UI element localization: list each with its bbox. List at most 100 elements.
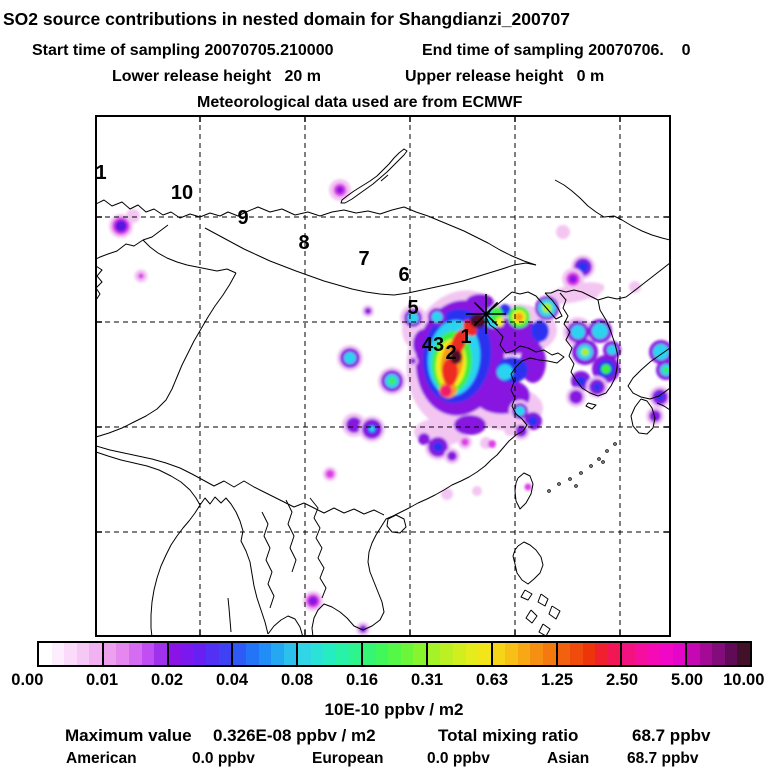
colorbar-segment: [492, 643, 558, 665]
colorbar-cell: [570, 643, 583, 665]
coastline-path: [245, 206, 537, 266]
colorbar-cell: [141, 643, 155, 665]
colorbar-segment: [233, 643, 299, 665]
colorbar-cell: [530, 643, 543, 665]
coastline-path: [511, 291, 563, 320]
concentration-blob: [649, 410, 661, 422]
colorbar-cell: [39, 643, 52, 665]
colorbar-tick-label: 0.16: [345, 671, 379, 689]
coastline-path: [97, 451, 269, 635]
colorbar-segment: [103, 643, 169, 665]
summary-text: Maximum value: [65, 726, 192, 745]
contribution-text: Asian: [547, 750, 590, 767]
colorbar-cell: [427, 643, 441, 665]
coastline-path: [548, 605, 561, 620]
colorbar-cell: [492, 643, 506, 665]
trajectory-label: 1: [460, 326, 471, 348]
colorbar-cell: [310, 643, 324, 665]
coastline-path: [142, 239, 237, 274]
colorbar-tick-label: 5.00: [670, 671, 704, 689]
concentration-blob: [441, 488, 453, 500]
upper-release-text: Upper release height 0 m: [405, 68, 605, 85]
trajectory-label: 43: [422, 334, 444, 356]
concentration-blob: [126, 209, 140, 223]
contribution-text: 68.7 ppbv: [627, 750, 699, 767]
coastline-path: [514, 472, 534, 510]
colorbar-cell: [607, 643, 621, 665]
colorbar-units-label: 10E-10 ppbv / m2: [324, 700, 464, 719]
concentration-blob: [656, 393, 664, 401]
island-dot: [568, 477, 572, 481]
colorbar-tick-label: 0.02: [150, 671, 184, 689]
concentration-blob: [607, 345, 617, 355]
concentration-blob: [528, 416, 538, 426]
concentration-field: [109, 179, 669, 635]
colorbar: [37, 641, 752, 667]
coastline-path: [656, 402, 669, 410]
graticule: [96, 116, 670, 636]
colorbar-segment: [687, 643, 750, 665]
coastline-path: [554, 179, 669, 241]
coastline-path: [380, 174, 389, 182]
plume-patch: [497, 364, 513, 380]
coastline-path: [311, 291, 565, 635]
trajectory-label: 7: [358, 248, 369, 270]
colorbar-tick-label: 0.00: [11, 671, 44, 689]
frame-ticks: [96, 116, 670, 636]
concentration-blob: [431, 311, 443, 323]
coastline-path: [559, 292, 619, 397]
coastline-path: [97, 224, 169, 260]
concentration-blob: [556, 225, 570, 239]
concentration-blob: [524, 483, 532, 491]
coastline-path: [512, 541, 544, 585]
colorbar-cell: [168, 643, 182, 665]
plume-patch: [466, 294, 494, 310]
colorbar-cell: [89, 643, 102, 665]
coastline-path: [538, 623, 551, 635]
island-dot: [613, 442, 617, 446]
colorbar-cell: [298, 643, 311, 665]
concentration-blob: [601, 364, 611, 374]
coastline-path: [150, 504, 201, 635]
summary-text: 0.326E-08 ppbv / m2: [213, 726, 376, 745]
contribution-text: 0.0 ppbv: [427, 750, 490, 767]
colorbar-tick-label: 0.63: [475, 671, 509, 689]
coastline-path: [97, 445, 385, 516]
concentration-blob: [515, 313, 523, 321]
coastline-path: [585, 402, 597, 410]
trajectory-label: 2: [445, 342, 456, 364]
trajectory-label: 5: [407, 297, 418, 319]
colorbar-tick-label: 1.25: [540, 671, 574, 689]
colorbar-cell: [218, 643, 232, 665]
island-dot: [597, 457, 601, 461]
colorbar-cell: [687, 643, 700, 665]
coastline-path: [227, 597, 232, 633]
summary-text: 68.7 ppbv: [632, 726, 711, 745]
concentration-blob: [576, 376, 586, 386]
lower-release-text: Lower release height 20 m: [112, 68, 321, 85]
colorbar-cell: [348, 643, 362, 665]
concentration-blob: [569, 275, 577, 283]
concentration-blob: [388, 377, 396, 385]
colorbar-cell: [116, 643, 129, 665]
colorbar-cell: [363, 643, 376, 665]
concentration-blob: [364, 307, 372, 315]
colorbar-cell: [193, 643, 207, 665]
colorbar-cell: [323, 643, 336, 665]
colorbar-cell: [737, 643, 750, 665]
concentration-blob: [461, 438, 469, 446]
concentration-blob: [115, 220, 127, 232]
coastline-path: [630, 398, 656, 435]
concentration-blob: [447, 451, 457, 461]
trajectory-label: 8: [298, 232, 309, 254]
plume-patch: [450, 350, 462, 364]
colorbar-cell: [505, 643, 518, 665]
colorbar-cell: [542, 643, 556, 665]
concentration-blob: [653, 344, 669, 360]
colorbar-cell: [154, 643, 167, 665]
coastline-path: [261, 511, 275, 609]
plume-patch: [440, 385, 452, 397]
concentration-blob: [325, 469, 335, 479]
colorbar-cell: [724, 643, 738, 665]
